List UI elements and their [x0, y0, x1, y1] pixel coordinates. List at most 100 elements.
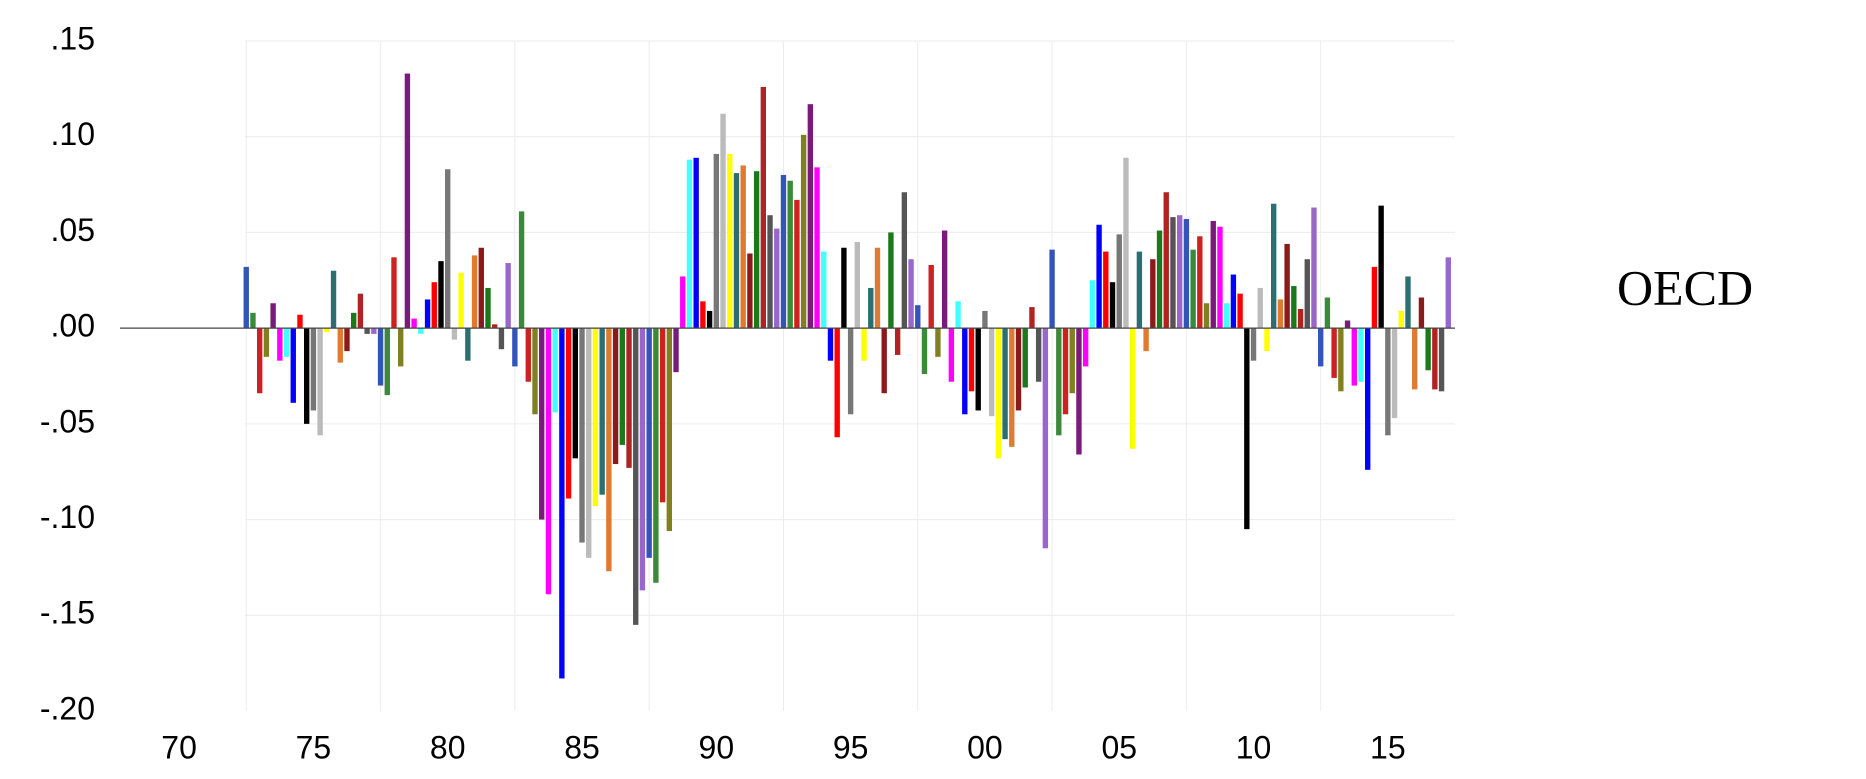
- bar: [1082, 328, 1089, 367]
- bar: [988, 328, 995, 417]
- bar: [921, 328, 928, 375]
- bar: [827, 328, 834, 361]
- bar: [505, 263, 511, 329]
- bar: [525, 328, 531, 382]
- bar: [1264, 328, 1270, 352]
- bar: [1385, 328, 1391, 436]
- bar: [438, 261, 444, 329]
- bar: [1412, 328, 1418, 390]
- bar: [572, 328, 578, 459]
- bar: [894, 328, 901, 355]
- bar: [465, 328, 471, 361]
- bar: [451, 328, 458, 340]
- x-tick-label: 00: [967, 729, 1003, 765]
- bar: [666, 328, 672, 532]
- bar: [290, 328, 296, 403]
- bar: [1250, 328, 1257, 361]
- bar: [565, 328, 572, 499]
- bar: [955, 301, 961, 329]
- bar: [1418, 297, 1425, 329]
- bar: [646, 328, 652, 558]
- bar: [1210, 220, 1216, 329]
- bar: [1398, 310, 1404, 329]
- bar: [774, 228, 780, 329]
- y-tick-label: .00: [51, 308, 95, 344]
- bar: [1069, 328, 1075, 394]
- bar: [1217, 226, 1223, 329]
- bar: [868, 287, 874, 329]
- bar: [1183, 219, 1190, 329]
- bar: [1277, 299, 1284, 329]
- bar: [1324, 297, 1331, 329]
- bar: [720, 113, 726, 329]
- bar: [1291, 286, 1297, 329]
- bar: [498, 328, 505, 350]
- bar: [834, 328, 840, 438]
- x-tick-label: 10: [1236, 729, 1272, 765]
- bar: [384, 328, 390, 396]
- x-tick-label: 15: [1370, 729, 1406, 765]
- bar: [1170, 217, 1176, 329]
- bar: [1129, 328, 1136, 449]
- bar: [1257, 287, 1263, 329]
- bar: [337, 328, 343, 363]
- bar: [633, 328, 639, 625]
- bar: [1358, 328, 1364, 382]
- bar: [915, 305, 921, 329]
- bar: [357, 293, 364, 329]
- bar: [297, 314, 303, 329]
- bar: [948, 328, 955, 382]
- bar: [1176, 215, 1183, 329]
- bar: [1002, 328, 1008, 440]
- bar: [377, 328, 384, 386]
- bar: [344, 328, 350, 352]
- bar: [706, 310, 713, 329]
- bar: [1203, 303, 1210, 329]
- x-tick-label: 85: [564, 729, 600, 765]
- bar: [1297, 309, 1304, 329]
- bar: [982, 310, 988, 329]
- bar: [713, 153, 720, 329]
- bar: [243, 266, 249, 329]
- bar: [1150, 259, 1156, 329]
- bar: [807, 104, 814, 329]
- bar: [1136, 251, 1143, 329]
- bar: [1163, 192, 1169, 329]
- bar: [391, 257, 397, 329]
- bar: [330, 270, 337, 329]
- bar: [693, 157, 699, 329]
- bar: [310, 328, 317, 411]
- bar: [1338, 328, 1344, 392]
- bar: [740, 165, 746, 329]
- bar: [888, 232, 894, 329]
- y-tick-label: .10: [51, 116, 95, 152]
- bar: [780, 175, 787, 329]
- bar: [1015, 328, 1022, 411]
- bar: [659, 328, 666, 503]
- y-tick-label: -.20: [40, 690, 95, 726]
- bar: [1391, 328, 1398, 419]
- bar: [411, 318, 417, 329]
- bar: [1425, 328, 1431, 371]
- x-tick-label: 80: [430, 729, 466, 765]
- bar: [364, 328, 370, 334]
- bar: [1056, 328, 1062, 436]
- bar: [841, 247, 847, 329]
- bar: [512, 328, 518, 367]
- bar: [1123, 157, 1129, 329]
- bar: [256, 328, 263, 394]
- bar: [1096, 224, 1102, 329]
- y-tick-label: -.10: [40, 499, 95, 535]
- bar: [471, 255, 478, 329]
- bar: [1405, 276, 1411, 329]
- bar: [1311, 207, 1317, 329]
- y-tick-label: .15: [51, 20, 95, 56]
- bar: [1197, 236, 1203, 329]
- bar: [1049, 249, 1055, 329]
- x-tick-label: 75: [296, 729, 332, 765]
- bar: [1351, 328, 1357, 386]
- x-tick-label: 05: [1101, 729, 1137, 765]
- bar: [881, 328, 887, 394]
- bar: [619, 328, 625, 445]
- bar: [1103, 251, 1109, 329]
